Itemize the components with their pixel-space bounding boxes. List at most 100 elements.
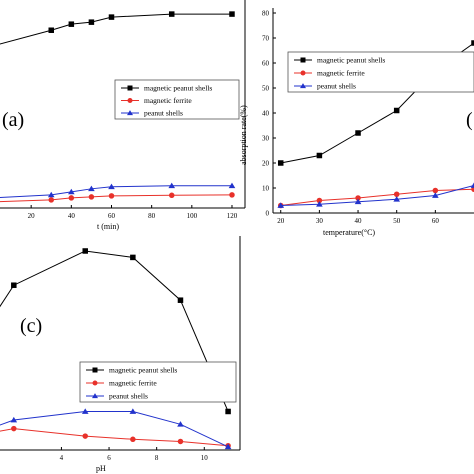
y-tick-label: 0 <box>266 210 270 218</box>
data-point <box>129 408 137 414</box>
series-line-peanut-shells <box>0 410 229 448</box>
y-tick-label: 60 <box>262 60 270 68</box>
legend-marker <box>300 57 306 63</box>
x-tick-label: 50 <box>393 217 401 225</box>
data-point <box>88 19 95 25</box>
data-point <box>48 197 54 203</box>
legend-marker <box>127 85 133 91</box>
data-point <box>393 107 400 114</box>
series-line-magnetic-ferrite <box>280 188 474 206</box>
legend-marker <box>127 110 133 116</box>
data-point <box>108 183 115 190</box>
legend-entry: peanut shells <box>317 82 356 91</box>
data-point <box>229 11 235 17</box>
legend-entry: magnetic peanut shells <box>144 84 212 93</box>
series-line-magnetic-peanut-shells <box>0 250 229 412</box>
data-point <box>47 191 55 198</box>
data-point <box>11 282 17 288</box>
chart-panel-c: 4 6 8 10 pH (c) magnetic peanut shellsmagne… <box>0 236 241 473</box>
data-point <box>130 254 136 261</box>
x-tick-label: 6 <box>107 454 111 462</box>
legend-b: magnetic peanut shells magnetic ferrite pe… <box>287 51 474 93</box>
data-point <box>355 130 361 136</box>
data-point <box>81 408 89 414</box>
x-tick-label: 4 <box>60 454 64 462</box>
data-point <box>82 433 88 439</box>
data-point <box>108 14 115 20</box>
legend-entry: peanut shells <box>144 109 183 118</box>
x-axis-label-a: t (min) <box>97 222 119 231</box>
legend-marker <box>92 380 98 386</box>
data-point <box>393 191 400 197</box>
data-point <box>177 421 184 427</box>
x-tick-label: 100 <box>187 212 198 220</box>
y-tick-label: 80 <box>262 10 270 18</box>
data-point <box>471 40 474 46</box>
data-point <box>68 188 75 195</box>
data-point <box>277 160 284 166</box>
legend-marker <box>92 367 98 373</box>
legend-entry: magnetic ferrite <box>109 379 157 388</box>
data-point <box>48 27 54 33</box>
data-point <box>130 436 136 443</box>
data-point <box>354 198 362 205</box>
data-point <box>471 186 474 192</box>
data-point <box>10 416 18 423</box>
y-tick-label: 70 <box>262 35 270 43</box>
data-point <box>88 194 95 200</box>
data-point <box>277 202 285 208</box>
chart-panel-a: 20 40 60 80 100 120 t (min) (a) magnetic pean… <box>0 0 246 231</box>
x-tick-label: 40 <box>68 212 76 220</box>
y-tick-label: 50 <box>262 85 270 93</box>
legend-marker <box>300 83 306 89</box>
legend-entry: magnetic peanut shells <box>109 366 177 375</box>
data-point <box>168 11 175 17</box>
data-point <box>316 201 323 207</box>
y-tick-label: 10 <box>262 185 270 193</box>
x-tick-label: 120 <box>227 212 238 220</box>
series-line-magnetic-ferrite <box>0 428 229 447</box>
x-tick-label: 20 <box>28 212 36 220</box>
legend-a: magnetic peanut shells magnetic ferrite pe… <box>114 79 240 120</box>
y-axis-label-b: absorption rate(%) <box>239 105 248 165</box>
data-point <box>82 248 88 254</box>
y-tick-label: 30 <box>262 135 270 143</box>
data-point <box>355 195 361 201</box>
series-line-magnetic-peanut-shells <box>0 13 232 45</box>
data-point <box>177 297 184 303</box>
x-tick-label: 8 <box>155 454 159 462</box>
data-point <box>168 192 175 199</box>
data-point <box>177 438 184 445</box>
panel-label-b: ( <box>466 109 473 131</box>
x-axis-label-c: pH <box>96 464 106 473</box>
data-point <box>68 21 75 27</box>
y-tick-label: 20 <box>262 160 270 168</box>
data-point <box>316 152 323 159</box>
data-point <box>393 196 400 202</box>
legend-c: magnetic peanut shells magnetic ferrite pe… <box>79 361 237 403</box>
data-point <box>108 193 115 199</box>
x-tick-label: 30 <box>316 217 324 225</box>
legend-entry: magnetic peanut shells <box>317 56 385 65</box>
panel-label-c: (c) <box>20 315 42 337</box>
data-point <box>432 192 439 198</box>
series-line-peanut-shells <box>280 185 474 206</box>
legend-marker <box>300 70 306 76</box>
legend-entry: peanut shells <box>109 392 148 401</box>
data-point <box>224 443 232 450</box>
chart-panel-b: 20 30 40 50 60 0 10 20 30 40 50 60 70 80 temperature… <box>239 8 474 237</box>
panel-label-a: (a) <box>2 109 24 131</box>
x-tick-label: 60 <box>432 217 440 225</box>
data-point <box>168 182 176 189</box>
x-tick-label: 20 <box>277 217 285 225</box>
x-tick-label: 10 <box>201 454 209 462</box>
x-axis-label-b: temperature(°C) <box>323 228 375 237</box>
data-point <box>68 195 75 201</box>
legend-entry: magnetic ferrite <box>317 69 365 78</box>
data-point <box>88 185 95 192</box>
data-point <box>228 182 236 189</box>
legend-marker <box>92 393 98 399</box>
x-tick-label: 40 <box>355 217 363 225</box>
data-point <box>470 182 474 188</box>
